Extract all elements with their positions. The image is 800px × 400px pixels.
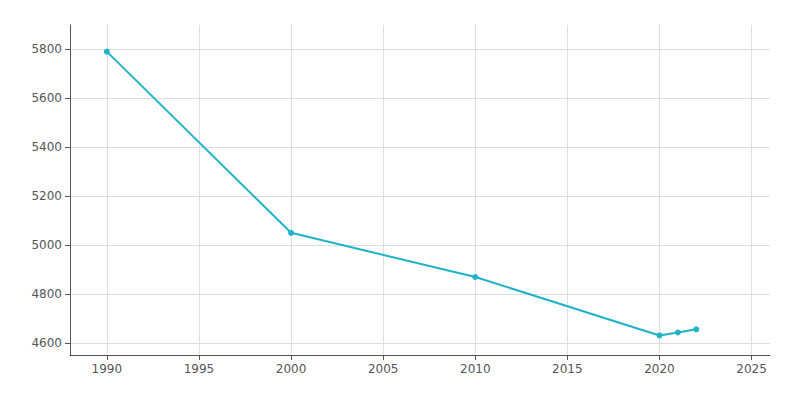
svg-text:4600: 4600 [31,336,62,350]
svg-text:2000: 2000 [276,362,307,376]
svg-text:5000: 5000 [31,238,62,252]
svg-text:1990: 1990 [92,362,123,376]
svg-text:2025: 2025 [736,362,767,376]
svg-text:4800: 4800 [31,287,62,301]
svg-text:5200: 5200 [31,189,62,203]
svg-text:2015: 2015 [552,362,583,376]
svg-text:5800: 5800 [31,42,62,56]
svg-text:5400: 5400 [31,140,62,154]
svg-text:2010: 2010 [460,362,491,376]
svg-text:1995: 1995 [184,362,215,376]
svg-text:2005: 2005 [368,362,399,376]
svg-text:5600: 5600 [31,91,62,105]
svg-text:2020: 2020 [644,362,675,376]
